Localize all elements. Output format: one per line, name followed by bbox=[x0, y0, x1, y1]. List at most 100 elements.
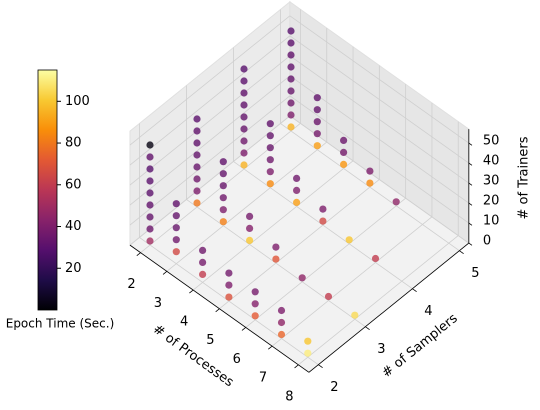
z-tick-label: 0 bbox=[483, 234, 491, 249]
x-tick-label: 2 bbox=[127, 277, 135, 292]
tick-mark bbox=[468, 242, 473, 246]
point bbox=[199, 246, 207, 254]
point bbox=[193, 151, 201, 159]
tick-mark bbox=[189, 289, 194, 294]
grid-line bbox=[129, 15, 291, 146]
point bbox=[266, 156, 274, 164]
x-tick-label: 4 bbox=[180, 315, 188, 330]
grid-line bbox=[289, 55, 470, 184]
grid-line bbox=[129, 35, 291, 166]
point bbox=[287, 87, 295, 95]
grid-line bbox=[129, 75, 291, 206]
y-tick-label: 4 bbox=[424, 304, 432, 319]
panes bbox=[129, 0, 473, 373]
point bbox=[313, 94, 321, 102]
x-tick-label: 3 bbox=[154, 296, 162, 311]
point bbox=[225, 281, 233, 289]
point bbox=[313, 142, 321, 150]
point bbox=[246, 236, 254, 244]
point bbox=[146, 237, 154, 245]
x-axis-line bbox=[129, 244, 310, 373]
grid-line bbox=[289, 115, 470, 244]
grid-line bbox=[289, 35, 470, 164]
point bbox=[287, 123, 295, 131]
point bbox=[172, 236, 180, 244]
colorbar-tick-label: 60 bbox=[65, 177, 82, 192]
y-tick-label: 5 bbox=[471, 266, 479, 281]
z-tick-label: 30 bbox=[483, 174, 500, 189]
point bbox=[277, 306, 286, 315]
grid-line bbox=[289, 95, 470, 224]
point bbox=[172, 212, 180, 220]
tick-mark bbox=[468, 182, 473, 186]
x-axis-label: # of Processes bbox=[150, 322, 236, 391]
point bbox=[266, 144, 274, 152]
point bbox=[193, 199, 201, 207]
point bbox=[298, 274, 306, 282]
point bbox=[392, 198, 400, 206]
point bbox=[240, 161, 248, 169]
point bbox=[172, 200, 180, 208]
point bbox=[193, 163, 201, 171]
point bbox=[287, 75, 295, 83]
tick-mark bbox=[294, 364, 299, 369]
point bbox=[193, 187, 201, 195]
point bbox=[345, 236, 353, 244]
point bbox=[304, 349, 312, 357]
y-tick-label: 3 bbox=[377, 342, 385, 357]
point bbox=[340, 136, 348, 144]
point bbox=[287, 111, 295, 119]
tick-mark bbox=[365, 326, 370, 331]
z-tick-label: 10 bbox=[483, 214, 500, 229]
point bbox=[319, 205, 327, 213]
grid-line bbox=[289, 15, 470, 144]
y-axis-label: # of Samplers bbox=[379, 311, 461, 381]
y-axis-line bbox=[308, 242, 470, 373]
grid-line bbox=[245, 197, 406, 328]
z-axis-label: # of Trainers bbox=[517, 136, 532, 219]
point bbox=[266, 120, 274, 128]
point bbox=[340, 160, 348, 168]
point bbox=[219, 158, 227, 166]
point bbox=[225, 293, 233, 301]
grid-line bbox=[129, 55, 291, 186]
point bbox=[266, 168, 274, 176]
point bbox=[266, 132, 274, 140]
point bbox=[225, 269, 233, 277]
point bbox=[251, 312, 259, 320]
point bbox=[340, 148, 348, 156]
point bbox=[240, 137, 248, 145]
tick-mark bbox=[268, 345, 273, 350]
grid-line bbox=[166, 141, 327, 272]
point bbox=[193, 175, 201, 183]
x-tick-label: 8 bbox=[285, 389, 293, 404]
point bbox=[272, 255, 280, 263]
point bbox=[287, 51, 295, 59]
point bbox=[146, 225, 154, 233]
point bbox=[246, 212, 254, 220]
point bbox=[199, 270, 207, 278]
point bbox=[366, 167, 374, 175]
tick-mark bbox=[241, 327, 247, 331]
point bbox=[287, 27, 295, 35]
tick-mark bbox=[318, 364, 323, 369]
point bbox=[146, 177, 154, 185]
grid-line bbox=[140, 123, 301, 253]
point bbox=[287, 99, 295, 107]
tick-mark bbox=[162, 271, 168, 275]
point bbox=[146, 165, 154, 173]
point bbox=[313, 106, 321, 114]
grid-line bbox=[192, 160, 354, 291]
point bbox=[293, 186, 301, 194]
point bbox=[240, 101, 248, 109]
point bbox=[193, 127, 201, 135]
point bbox=[172, 224, 180, 232]
point bbox=[366, 179, 374, 187]
point bbox=[319, 217, 327, 225]
point bbox=[146, 201, 154, 209]
point bbox=[324, 292, 333, 301]
point bbox=[193, 115, 201, 123]
tick-mark bbox=[468, 202, 473, 206]
point bbox=[219, 182, 227, 190]
z-tick-label: 40 bbox=[483, 154, 500, 169]
